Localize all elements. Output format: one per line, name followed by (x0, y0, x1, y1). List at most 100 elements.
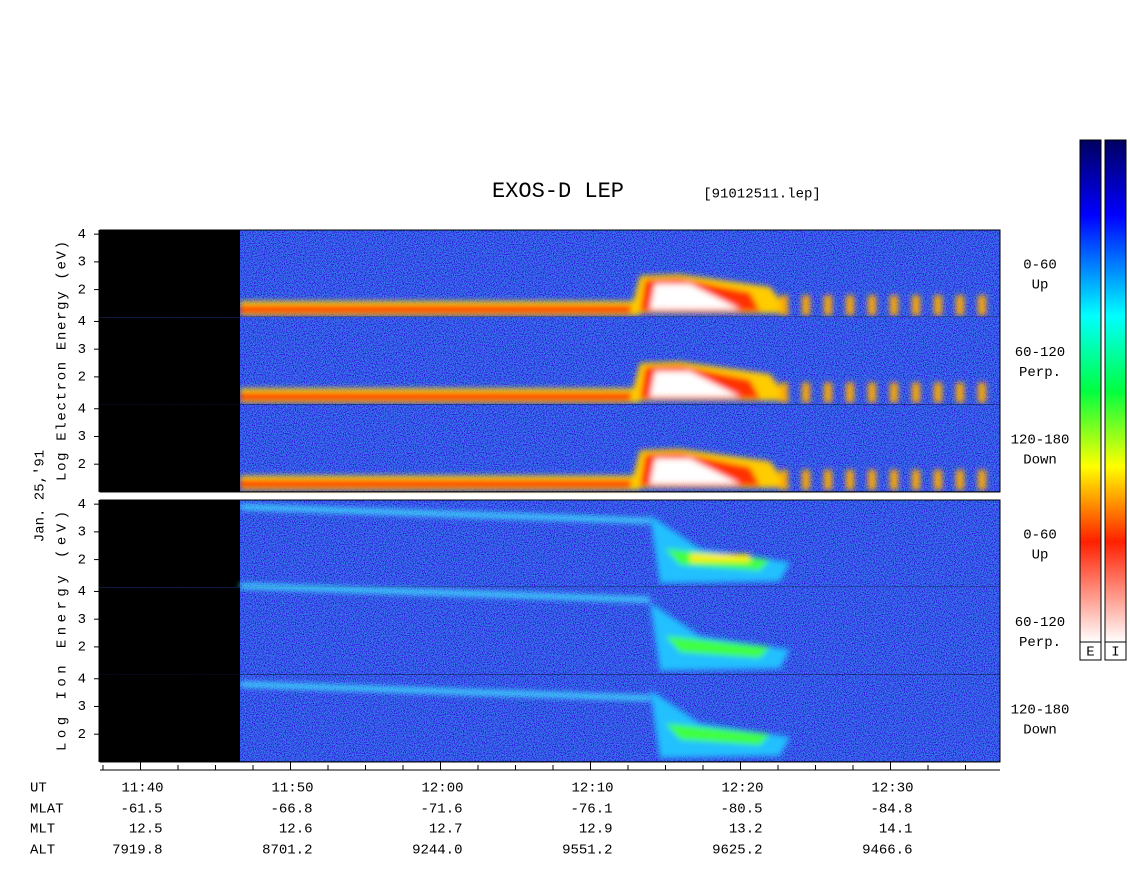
flux-features (240, 448, 986, 490)
panel-label: 60-120 (1015, 615, 1065, 631)
flux-fragment (868, 295, 876, 316)
flux-fragment (802, 295, 810, 316)
flux-line (239, 681, 651, 701)
y-tick-label: 4 (78, 497, 86, 513)
row-label: MLT (30, 822, 55, 838)
table-cell: -80.5 (720, 802, 762, 818)
panel-sublabel: Down (1023, 722, 1057, 738)
colorbar-label-box (1104, 641, 1127, 661)
y-tick-label: 2 (78, 457, 86, 473)
flux-fragment (890, 382, 898, 403)
table-cell: 9625.2 (712, 843, 762, 859)
panel-sublabel: Up (1032, 548, 1049, 564)
y-tick-label: 2 (78, 552, 86, 568)
flux-fragment (978, 469, 986, 490)
flux-fragment (978, 295, 986, 316)
y-tick-label: 3 (78, 255, 86, 271)
flux-fragment (912, 469, 920, 490)
flux-fragment (934, 469, 942, 490)
table-cell: 9466.6 (862, 843, 912, 859)
table-cell: 8701.2 (262, 843, 312, 859)
flux-fragment (780, 469, 788, 490)
table-cell: 12.6 (279, 822, 313, 838)
panel-label: 120-180 (1011, 432, 1070, 448)
flux-fragment (934, 382, 942, 403)
flux-fragment (802, 382, 810, 403)
data-gap (100, 674, 240, 762)
colorbar-label-box (1079, 641, 1102, 661)
data-gap (100, 404, 240, 492)
y-tick-label: 3 (78, 342, 86, 358)
table-cell: 13.2 (729, 822, 763, 838)
y-tick-label: 4 (78, 401, 86, 417)
flux-fragment (868, 469, 876, 490)
panel-sublabel: Perp. (1019, 365, 1061, 381)
y-tick-label: 4 (78, 671, 86, 687)
flux-features (240, 274, 986, 316)
table-cell: -66.8 (270, 802, 312, 818)
flux-fragment (934, 295, 942, 316)
block-frame (99, 229, 1001, 493)
panel-sublabel: Perp. (1019, 635, 1061, 651)
flux-features (239, 681, 790, 758)
y-axis-label: Log Electron Energy (eV) (55, 241, 71, 481)
flux-fragment (978, 382, 986, 403)
table-cell: -61.5 (120, 802, 162, 818)
flux-features (239, 504, 790, 584)
panel-noise (100, 500, 1000, 588)
y-tick-label: 4 (78, 227, 86, 243)
flux-fragment (846, 295, 854, 316)
x-tick-label: 11:40 (121, 781, 163, 797)
data-gap (100, 587, 240, 675)
flux-burst (650, 284, 740, 310)
flux-band (240, 392, 640, 401)
table-cell: 7919.8 (112, 843, 162, 859)
y-tick-label: 2 (78, 282, 86, 298)
y-tick-label: 2 (78, 727, 86, 743)
flux-burst (665, 723, 770, 746)
flux-features (239, 583, 790, 671)
title: EXOS-D LEP (492, 179, 624, 204)
y-tick-label: 3 (78, 429, 86, 445)
y-tick-label: 3 (78, 525, 86, 541)
table-cell: 12.5 (129, 822, 163, 838)
panel-noise (100, 587, 1000, 675)
table-cell: -76.1 (570, 802, 612, 818)
flux-burst (650, 458, 740, 484)
data-gap (100, 500, 240, 588)
x-tick-label: 12:30 (871, 781, 913, 797)
flux-fragment (824, 469, 832, 490)
flux-fragment (956, 295, 964, 316)
flux-fragment (890, 295, 898, 316)
y-axis-label: Log Ion Energy (eV) (55, 511, 71, 751)
flux-fragment (780, 295, 788, 316)
flux-fragment (824, 382, 832, 403)
panel-label: 0-60 (1023, 528, 1057, 544)
flux-fragment (868, 382, 876, 403)
table-cell: 12.9 (579, 822, 613, 838)
flux-fragment (780, 382, 788, 403)
table-cell: -71.6 (420, 802, 462, 818)
panel-sublabel: Down (1023, 452, 1057, 468)
panel-label: 120-180 (1011, 702, 1070, 718)
flux-fragment (912, 382, 920, 403)
flux-fragment (890, 469, 898, 490)
data-gap (100, 317, 240, 405)
y-tick-label: 4 (78, 584, 86, 600)
flux-burst (650, 371, 740, 397)
colorbar-label: I (1111, 645, 1119, 661)
row-label: UT (30, 781, 47, 797)
colorbar-label: E (1086, 645, 1094, 661)
flux-fragment (802, 469, 810, 490)
row-label: ALT (30, 843, 55, 859)
flux-line (239, 504, 651, 524)
date: Jan. 25,'91 (33, 450, 49, 542)
flux-fragment (824, 295, 832, 316)
x-tick-label: 12:10 (571, 781, 613, 797)
y-tick-label: 3 (78, 612, 86, 628)
panel-label: 60-120 (1015, 345, 1065, 361)
flux-fragment (846, 382, 854, 403)
flux-fragment (956, 469, 964, 490)
flux-fragment (846, 469, 854, 490)
